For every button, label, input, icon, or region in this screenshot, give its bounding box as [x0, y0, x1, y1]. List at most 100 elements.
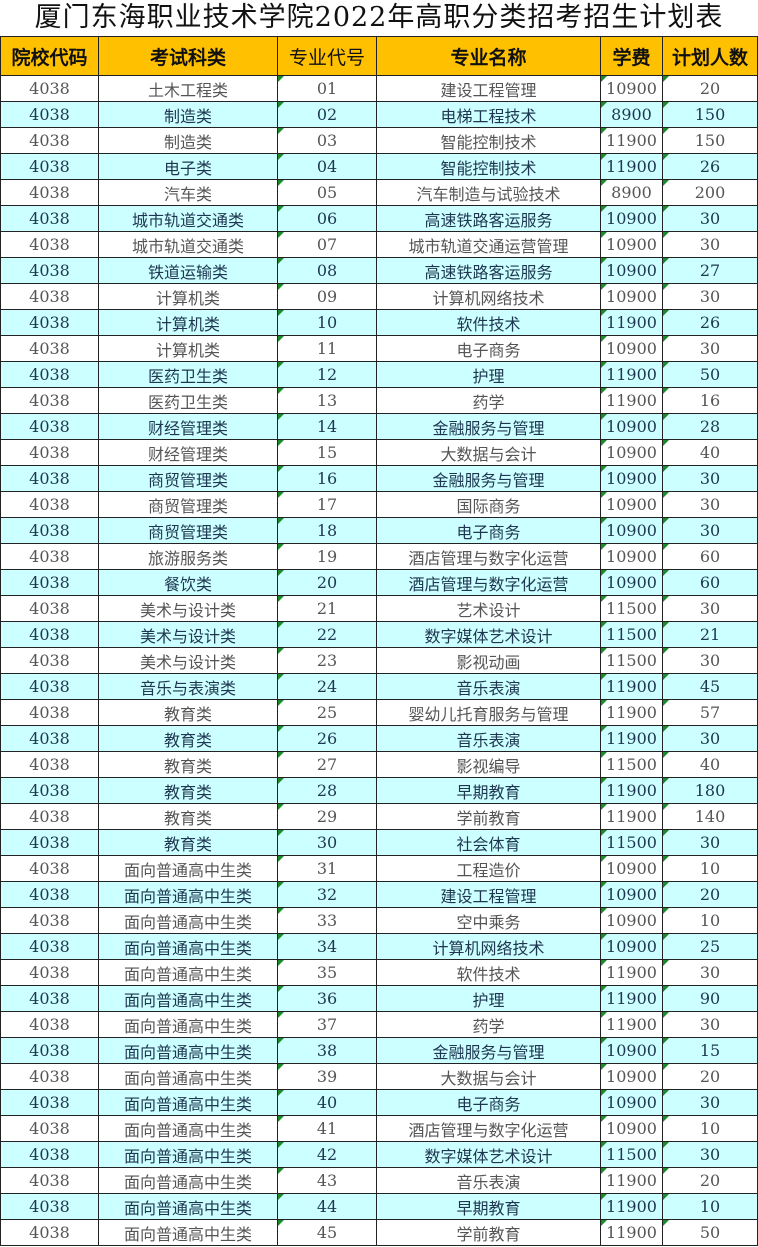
- cell-major-code: 44: [277, 1193, 377, 1220]
- table-row: 4038 商贸管理类 16 金融服务与管理 10900 30: [0, 465, 758, 492]
- cell-tuition: 10900: [600, 543, 663, 570]
- cell-plan-count: 20: [662, 1167, 758, 1194]
- cell-school-code: 4038: [0, 1193, 99, 1220]
- cell-major-name: 国际商务: [376, 491, 601, 518]
- cell-plan-count: 26: [662, 153, 758, 180]
- cell-exam-category: 餐饮类: [98, 569, 278, 596]
- cell-major-name: 大数据与会计: [376, 1063, 601, 1090]
- cell-major-name: 社会体育: [376, 829, 601, 856]
- table-row: 4038 面向普通高中生类 43 音乐表演 11900 20: [0, 1167, 758, 1194]
- cell-tuition: 10900: [600, 491, 663, 518]
- cell-major-name: 电子商务: [376, 517, 601, 544]
- cell-plan-count: 30: [662, 283, 758, 310]
- cell-tuition: 11500: [600, 621, 663, 648]
- cell-major-name: 酒店管理与数字化运营: [376, 569, 601, 596]
- cell-school-code: 4038: [0, 231, 99, 258]
- table-row: 4038 面向普通高中生类 45 学前教育 11900 50: [0, 1219, 758, 1246]
- cell-school-code: 4038: [0, 387, 99, 414]
- table-row: 4038 城市轨道交通类 07 城市轨道交通运营管理 10900 30: [0, 231, 758, 258]
- cell-major-name: 早期教育: [376, 777, 601, 804]
- cell-school-code: 4038: [0, 1037, 99, 1064]
- cell-plan-count: 150: [662, 127, 758, 154]
- cell-plan-count: 150: [662, 101, 758, 128]
- cell-school-code: 4038: [0, 309, 99, 336]
- cell-tuition: 10900: [600, 907, 663, 934]
- table-row: 4038 医药卫生类 12 护理 11900 50: [0, 361, 758, 388]
- cell-school-code: 4038: [0, 543, 99, 570]
- cell-exam-category: 计算机类: [98, 283, 278, 310]
- cell-exam-category: 教育类: [98, 777, 278, 804]
- table-row: 4038 土木工程类 01 建设工程管理 10900 20: [0, 75, 758, 102]
- cell-school-code: 4038: [0, 283, 99, 310]
- cell-plan-count: 10: [662, 907, 758, 934]
- cell-major-code: 36: [277, 985, 377, 1012]
- cell-major-code: 07: [277, 231, 377, 258]
- cell-major-name: 汽车制造与试验技术: [376, 179, 601, 206]
- cell-major-code: 12: [277, 361, 377, 388]
- cell-school-code: 4038: [0, 751, 99, 778]
- cell-major-name: 智能控制技术: [376, 127, 601, 154]
- cell-school-code: 4038: [0, 153, 99, 180]
- cell-major-name: 建设工程管理: [376, 881, 601, 908]
- cell-major-code: 27: [277, 751, 377, 778]
- table-row: 4038 美术与设计类 21 艺术设计 11500 30: [0, 595, 758, 622]
- cell-tuition: 11900: [600, 127, 663, 154]
- cell-major-code: 38: [277, 1037, 377, 1064]
- cell-tuition: 11500: [600, 1141, 663, 1168]
- cell-major-name: 城市轨道交通运营管理: [376, 231, 601, 258]
- table-row: 4038 音乐与表演类 24 音乐表演 11900 45: [0, 673, 758, 700]
- cell-exam-category: 面向普通高中生类: [98, 1089, 278, 1116]
- cell-major-name: 音乐表演: [376, 673, 601, 700]
- cell-school-code: 4038: [0, 699, 99, 726]
- table-row: 4038 餐饮类 20 酒店管理与数字化运营 10900 60: [0, 569, 758, 596]
- cell-major-code: 17: [277, 491, 377, 518]
- cell-tuition: 10900: [600, 205, 663, 232]
- cell-major-name: 药学: [376, 1011, 601, 1038]
- cell-major-code: 19: [277, 543, 377, 570]
- cell-major-name: 护理: [376, 361, 601, 388]
- cell-school-code: 4038: [0, 647, 99, 674]
- cell-exam-category: 计算机类: [98, 309, 278, 336]
- cell-school-code: 4038: [0, 491, 99, 518]
- cell-tuition: 10900: [600, 231, 663, 258]
- cell-major-name: 音乐表演: [376, 1167, 601, 1194]
- cell-exam-category: 美术与设计类: [98, 595, 278, 622]
- table-row: 4038 教育类 28 早期教育 11900 180: [0, 777, 758, 804]
- cell-major-name: 空中乘务: [376, 907, 601, 934]
- table-row: 4038 教育类 26 音乐表演 11900 30: [0, 725, 758, 752]
- cell-major-code: 35: [277, 959, 377, 986]
- cell-major-name: 艺术设计: [376, 595, 601, 622]
- cell-major-code: 13: [277, 387, 377, 414]
- header-row: 院校代码 考试科类 专业代号 专业名称 学费 计划人数: [0, 36, 758, 76]
- cell-exam-category: 音乐与表演类: [98, 673, 278, 700]
- cell-exam-category: 电子类: [98, 153, 278, 180]
- cell-tuition: 11900: [600, 361, 663, 388]
- table-row: 4038 面向普通高中生类 35 软件技术 11900 30: [0, 959, 758, 986]
- cell-exam-category: 面向普通高中生类: [98, 1115, 278, 1142]
- cell-tuition: 11500: [600, 829, 663, 856]
- cell-plan-count: 26: [662, 309, 758, 336]
- header-plan-count: 计划人数: [662, 36, 758, 76]
- cell-school-code: 4038: [0, 959, 99, 986]
- table-row: 4038 商贸管理类 17 国际商务 10900 30: [0, 491, 758, 518]
- cell-tuition: 11900: [600, 387, 663, 414]
- cell-school-code: 4038: [0, 933, 99, 960]
- cell-major-name: 音乐表演: [376, 725, 601, 752]
- cell-major-name: 智能控制技术: [376, 153, 601, 180]
- cell-exam-category: 财经管理类: [98, 413, 278, 440]
- cell-exam-category: 商贸管理类: [98, 491, 278, 518]
- cell-plan-count: 90: [662, 985, 758, 1012]
- table-row: 4038 制造类 02 电梯工程技术 8900 150: [0, 101, 758, 128]
- table-row: 4038 财经管理类 14 金融服务与管理 10900 28: [0, 413, 758, 440]
- cell-plan-count: 30: [662, 1011, 758, 1038]
- cell-major-code: 01: [277, 75, 377, 102]
- cell-plan-count: 57: [662, 699, 758, 726]
- table-row: 4038 面向普通高中生类 41 酒店管理与数字化运营 10900 10: [0, 1115, 758, 1142]
- cell-major-code: 33: [277, 907, 377, 934]
- cell-exam-category: 面向普通高中生类: [98, 881, 278, 908]
- cell-exam-category: 计算机类: [98, 335, 278, 362]
- cell-major-code: 40: [277, 1089, 377, 1116]
- table-row: 4038 教育类 27 影视编导 11500 40: [0, 751, 758, 778]
- cell-plan-count: 15: [662, 1037, 758, 1064]
- table-row: 4038 财经管理类 15 大数据与会计 10900 40: [0, 439, 758, 466]
